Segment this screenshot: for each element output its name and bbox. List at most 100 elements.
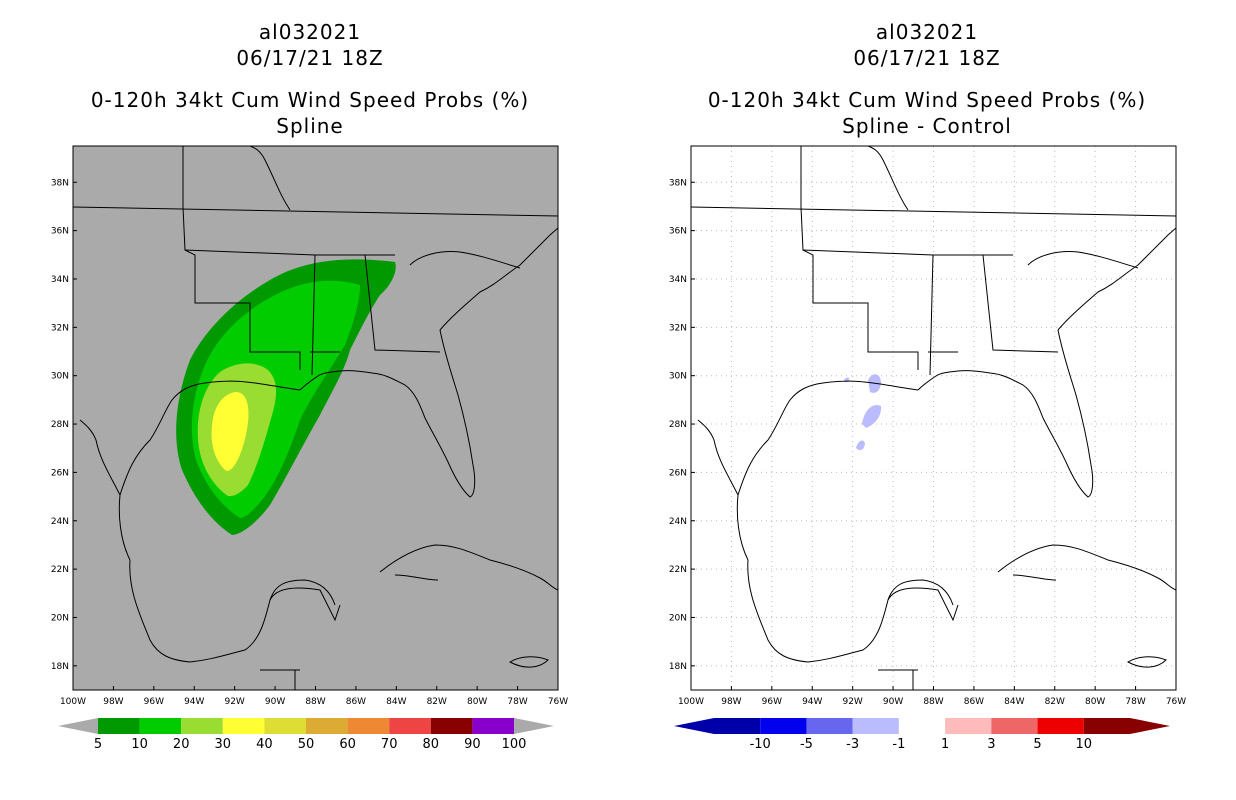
left-ytick-24N: 24N xyxy=(51,517,69,527)
right-ytick-32N: 32N xyxy=(669,323,687,333)
right-xtick-86W: 86W xyxy=(964,697,984,707)
diff-region-c xyxy=(856,440,865,451)
left-ytick-32N: 32N xyxy=(51,323,69,333)
right-colorbar-swatch xyxy=(852,718,899,734)
colorbars: 5 10 20 30 40 50 60 70 80 90 100 -10 -5 -3 -1 1 3 5 10 xyxy=(58,718,1170,752)
right-colorbar-label--3: -3 xyxy=(846,737,859,752)
right-xtick-80W: 80W xyxy=(1085,697,1105,707)
left-xtick-90W: 90W xyxy=(265,697,285,707)
right-colorbar-label-3: 3 xyxy=(987,737,995,752)
right-colorbar-swatch xyxy=(806,718,853,734)
left-colorbar-low-arrow xyxy=(58,718,98,734)
left-xtick-80W: 80W xyxy=(467,697,487,707)
left-colorbar-label-50: 50 xyxy=(298,737,315,752)
right-ytick-18N: 18N xyxy=(669,662,687,672)
left-xtick-98W: 98W xyxy=(103,697,123,707)
left-ytick-34N: 34N xyxy=(51,275,69,285)
right-colorbar-swatch xyxy=(898,718,946,734)
left-colorbar-swatch xyxy=(139,718,182,734)
left-xtick-88W: 88W xyxy=(305,697,325,707)
right-xtick-96W: 96W xyxy=(762,697,782,707)
left-colorbar-label-5: 5 xyxy=(94,737,102,752)
left-title: al032021 06/17/21 18Z 0-120h 34kt Cum Wi… xyxy=(65,20,555,138)
left-ytick-30N: 30N xyxy=(51,372,69,382)
axis-labels: 100W 98W 96W 94W 92W 90W 88W 86W 84W 82W 80W 78W 76W… xyxy=(51,178,1186,707)
left-colorbar-swatch xyxy=(264,718,306,734)
right-title-product: 0-120h 34kt Cum Wind Speed Probs (%) xyxy=(707,88,1147,112)
left-title-storm: al032021 xyxy=(258,20,362,44)
left-colorbar-label-90: 90 xyxy=(464,737,481,752)
right-xtick-98W: 98W xyxy=(721,697,741,707)
right-ytick-30N: 30N xyxy=(669,372,687,382)
left-colorbar-high-arrow xyxy=(514,718,554,734)
right-colorbar-label-10: 10 xyxy=(1076,737,1093,752)
right-map-background xyxy=(691,146,1176,690)
left-ytick-20N: 20N xyxy=(51,613,69,623)
left-colorbar-swatch xyxy=(98,718,140,734)
left-xtick-100W: 100W xyxy=(60,697,86,707)
right-xtick-94W: 94W xyxy=(802,697,822,707)
right-colorbar-low-arrow xyxy=(674,718,714,734)
right-colorbar-swatch xyxy=(760,718,807,734)
right-xtick-76W: 76W xyxy=(1166,697,1186,707)
left-ytick-26N: 26N xyxy=(51,468,69,478)
left-colorbar-label-20: 20 xyxy=(173,737,190,752)
right-colorbar-swatch xyxy=(945,718,992,734)
left-ytick-38N: 38N xyxy=(51,178,69,188)
prob-region-30-40 xyxy=(211,392,249,471)
right-colorbar-label-1: 1 xyxy=(941,737,949,752)
right-colorbar-swatch xyxy=(1037,718,1084,734)
left-xtick-94W: 94W xyxy=(184,697,204,707)
left-colorbar-label-10: 10 xyxy=(131,737,148,752)
left-colorbar-label-30: 30 xyxy=(215,737,232,752)
left-colorbar-swatch xyxy=(472,718,514,734)
right-ytick-34N: 34N xyxy=(669,275,687,285)
right-title: al032021 06/17/21 18Z 0-120h 34kt Cum Wi… xyxy=(682,20,1172,138)
right-colorbar-swatch xyxy=(991,718,1038,734)
right-colorbar-label-5: 5 xyxy=(1033,737,1041,752)
right-map xyxy=(690,145,1177,691)
right-ytick-36N: 36N xyxy=(669,227,687,237)
right-xtick-100W: 100W xyxy=(678,697,704,707)
right-ytick-22N: 22N xyxy=(669,565,687,575)
left-ytick-18N: 18N xyxy=(51,662,69,672)
left-colorbar-swatch xyxy=(306,718,348,734)
right-colorbar-swatch xyxy=(1083,718,1130,734)
left-title-date: 06/17/21 18Z xyxy=(236,46,384,70)
right-xtick-84W: 84W xyxy=(1004,697,1024,707)
right-colorbar-label--10: -10 xyxy=(750,737,771,752)
right-title-storm: al032021 xyxy=(875,20,979,44)
left-colorbar-label-80: 80 xyxy=(423,737,440,752)
right-xtick-78W: 78W xyxy=(1125,697,1145,707)
right-title-method: Spline - Control xyxy=(842,114,1012,138)
left-colorbar-swatch xyxy=(430,718,473,734)
right-colorbar-high-arrow xyxy=(1130,718,1170,734)
right-xtick-82W: 82W xyxy=(1045,697,1065,707)
left-colorbar-swatch xyxy=(389,718,431,734)
right-ytick-20N: 20N xyxy=(669,613,687,623)
left-colorbar-label-100: 100 xyxy=(502,737,527,752)
left-ytick-36N: 36N xyxy=(51,227,69,237)
left-colorbar-swatch xyxy=(222,718,265,734)
left-ytick-28N: 28N xyxy=(51,420,69,430)
right-ytick-38N: 38N xyxy=(669,178,687,188)
right-title-date: 06/17/21 18Z xyxy=(853,46,1001,70)
right-xtick-92W: 92W xyxy=(842,697,862,707)
right-ytick-24N: 24N xyxy=(669,517,687,527)
diff-region-b xyxy=(862,404,882,428)
left-colorbar-swatch xyxy=(347,718,390,734)
left-title-method: Spline xyxy=(276,114,344,138)
left-xtick-82W: 82W xyxy=(427,697,447,707)
left-xtick-76W: 76W xyxy=(548,697,568,707)
left-xtick-96W: 96W xyxy=(144,697,164,707)
right-colorbar-label--1: -1 xyxy=(892,737,905,752)
left-xtick-92W: 92W xyxy=(224,697,244,707)
left-title-product: 0-120h 34kt Cum Wind Speed Probs (%) xyxy=(90,88,530,112)
right-ytick-28N: 28N xyxy=(669,420,687,430)
left-ytick-22N: 22N xyxy=(51,565,69,575)
right-colorbar-label--5: -5 xyxy=(800,737,813,752)
left-colorbar-label-70: 70 xyxy=(381,737,398,752)
left-colorbar-label-60: 60 xyxy=(339,737,356,752)
right-xtick-88W: 88W xyxy=(923,697,943,707)
